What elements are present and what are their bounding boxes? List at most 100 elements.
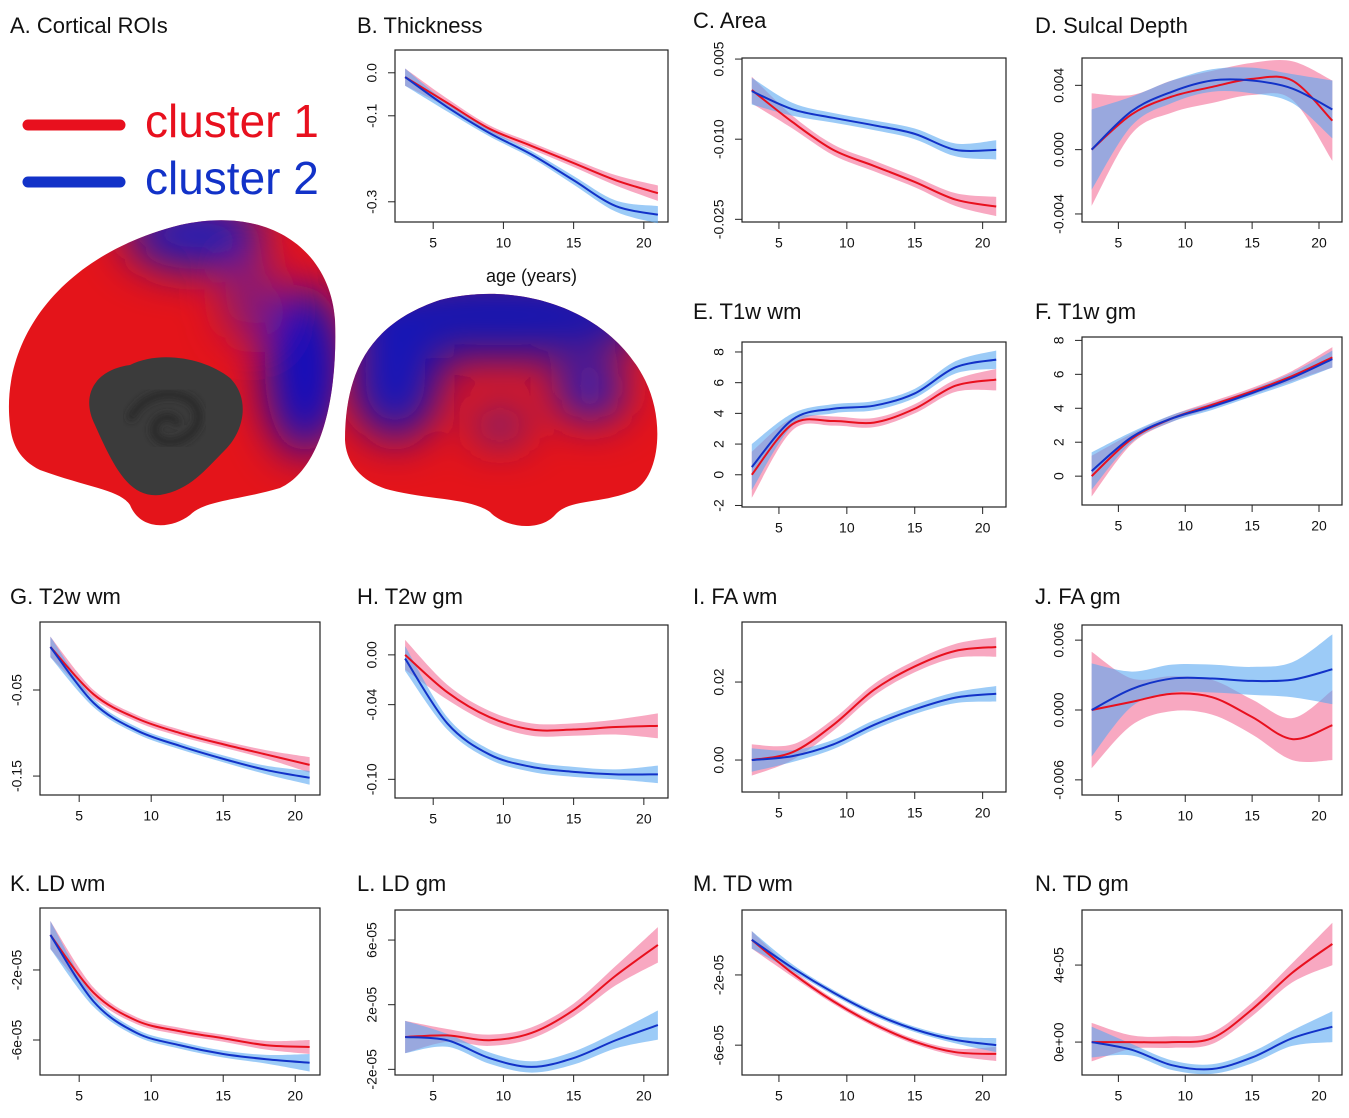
series-line [49, 934, 310, 1048]
x-tick-label: 5 [775, 235, 783, 251]
y-tick-label: 0.00 [711, 746, 727, 773]
y-tick-label: -0.010 [711, 119, 727, 159]
panel-title: M. TD wm [693, 871, 793, 896]
series-line [1091, 668, 1333, 711]
confidence-band [751, 350, 997, 491]
x-tick-label: 15 [215, 808, 231, 824]
confidence-band [1091, 67, 1333, 190]
confidence-band [50, 920, 310, 1072]
y-tick-label: 2 [711, 440, 727, 448]
panel: F. T1w gm 5 10 15 20 0 2 4 6 8 [1035, 299, 1343, 534]
y-tick-label: 2e-05 [364, 987, 380, 1023]
confidence-band [405, 1010, 658, 1073]
confidence-band [1091, 634, 1333, 757]
series-line [49, 646, 310, 779]
y-tick-label: 0.0 [364, 63, 380, 83]
x-tick-label: 5 [1114, 235, 1122, 251]
x-tick-label: 5 [775, 520, 783, 536]
series-line [405, 1024, 659, 1068]
panel: J. FA gm 5 10 15 20 0.006 0.000 -0.006 [1035, 584, 1343, 824]
plot-frame [39, 621, 321, 796]
confidence-band [405, 646, 658, 784]
x-tick-label: 15 [1244, 518, 1260, 534]
series-line [49, 646, 310, 766]
y-tick-label: 0e+00 [1051, 1022, 1067, 1062]
x-tick-label: 15 [1244, 808, 1260, 824]
series-line [751, 358, 997, 468]
series-line [404, 658, 658, 776]
x-tick-label: 15 [1244, 235, 1260, 251]
y-tick-label: -2 [711, 499, 727, 512]
y-tick-label: -0.006 [1051, 760, 1067, 800]
confidence-band [751, 368, 997, 498]
panel: G. T2w wm 5 10 15 20 -0.05 -0.15 [9, 584, 321, 824]
series-line [404, 654, 658, 732]
x-axis-label: age (years) [486, 266, 577, 286]
y-tick-label: 0.000 [1051, 692, 1067, 727]
panel: M. TD wm 5 10 15 20 -2e-05 -6e-05 [693, 871, 1007, 1104]
y-tick-label: 0 [1051, 472, 1067, 480]
confidence-band [751, 685, 997, 772]
series-line [1091, 943, 1333, 1044]
x-tick-label: 5 [1114, 1088, 1122, 1104]
panel: N. TD gm 5 10 15 20 4e-05 0e+00 [1035, 871, 1343, 1104]
y-tick-label: 0.005 [711, 41, 727, 76]
x-tick-label: 20 [1311, 235, 1327, 251]
series-line [49, 934, 310, 1064]
y-tick-label: 0 [711, 471, 727, 479]
confidence-band [1091, 350, 1333, 490]
legend-label: cluster 1 [145, 95, 319, 147]
y-tick-label: 6e-05 [364, 922, 380, 958]
plot-frame [394, 624, 669, 799]
panel-title: C. Area [693, 8, 767, 33]
x-tick-label: 15 [566, 235, 582, 251]
plot-frame [394, 909, 669, 1076]
x-tick-label: 15 [566, 1088, 582, 1104]
x-tick-label: 10 [496, 235, 512, 251]
y-tick-label: 4 [1051, 404, 1067, 412]
x-tick-label: 10 [1177, 235, 1193, 251]
panel-title: I. FA wm [693, 584, 777, 609]
series-line [751, 939, 997, 1047]
panel-title: K. LD wm [10, 871, 105, 896]
plot-frame [741, 621, 1007, 793]
x-tick-label: 10 [1177, 808, 1193, 824]
x-tick-label: 15 [566, 811, 582, 827]
y-tick-label: -0.3 [364, 190, 380, 214]
x-tick-label: 5 [1114, 808, 1122, 824]
confidence-band [751, 931, 997, 1053]
y-tick-label: -0.004 [1051, 194, 1067, 234]
x-tick-label: 10 [1177, 1088, 1193, 1104]
x-tick-label: 10 [1177, 518, 1193, 534]
x-tick-label: 5 [775, 805, 783, 821]
y-tick-label: 8 [1051, 336, 1067, 344]
x-tick-label: 15 [907, 520, 923, 536]
plot-frame [1081, 909, 1343, 1076]
y-tick-label: -0.10 [364, 763, 380, 795]
y-tick-label: 6 [711, 379, 727, 387]
y-tick-label: -2e-05 [364, 1049, 380, 1090]
x-tick-label: 5 [429, 811, 437, 827]
series-line [405, 944, 659, 1042]
y-tick-label: 0.000 [1051, 132, 1067, 167]
x-tick-label: 20 [636, 811, 652, 827]
panel-title: J. FA gm [1035, 584, 1121, 609]
x-tick-label: 15 [1244, 1088, 1260, 1104]
panel-title: N. TD gm [1035, 871, 1129, 896]
plot-frame [1081, 57, 1343, 223]
panel: C. Area 5 10 15 20 0.005 -0.010 -0.025 [693, 8, 1007, 251]
panel-title: L. LD gm [357, 871, 446, 896]
x-tick-label: 10 [496, 811, 512, 827]
panel: B. Thickness 5 10 15 20 0.0 -0.1 -0.3 age (years… [357, 13, 669, 286]
panel: D. Sulcal Depth 5 10 15 20 0.004 0.000 -0.004 [1035, 13, 1343, 251]
panel: I. FA wm 5 10 15 20 0.00 0.02 [693, 584, 1007, 821]
series-line [751, 89, 997, 208]
y-tick-label: -2e-05 [9, 950, 25, 991]
x-tick-label: 15 [907, 235, 923, 251]
confidence-band [1091, 347, 1333, 497]
y-tick-label: 4 [711, 409, 727, 417]
panel: H. T2w gm 5 10 15 20 0.00 -0.04 -0.10 [357, 584, 669, 827]
panel: E. T1w wm 5 10 15 20 -2 0 2 4 6 8 [693, 299, 1007, 536]
confidence-band [50, 636, 310, 785]
